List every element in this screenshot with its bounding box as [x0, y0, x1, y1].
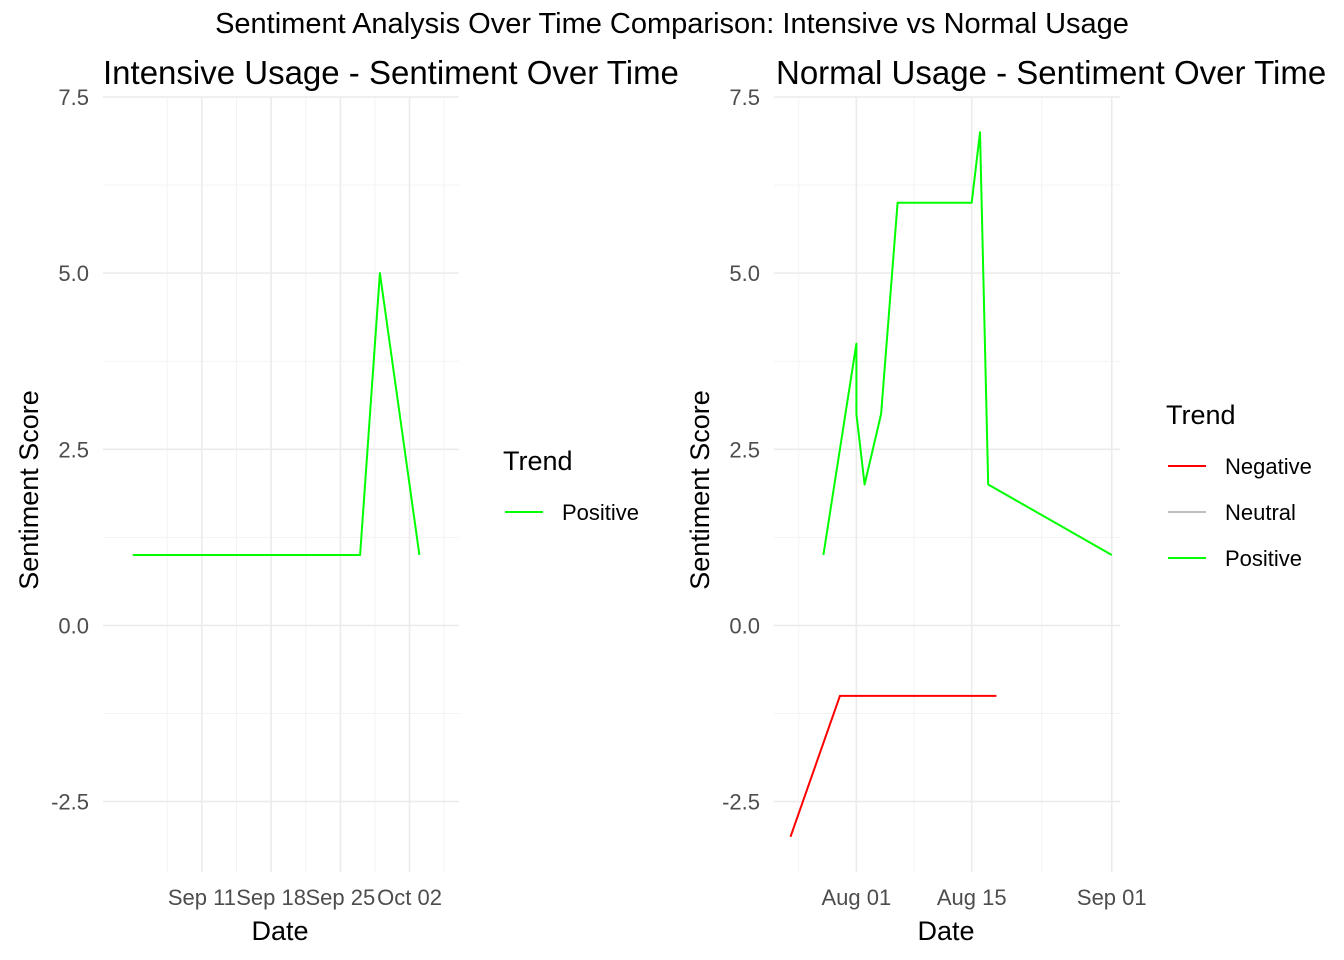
- figure-suptitle: Sentiment Analysis Over Time Comparison:…: [215, 8, 1129, 40]
- legend-label-positive: Positive: [562, 500, 639, 525]
- x-tick-label: Sep 11: [168, 885, 236, 910]
- x-tick-label: Sep 18: [236, 885, 306, 910]
- major-grid: [103, 96, 459, 872]
- y-tick-label: 7.5: [729, 85, 760, 110]
- y-tick-label: 5.0: [729, 261, 760, 286]
- legend: Trend Negative Neutral Positive: [1166, 400, 1312, 571]
- y-tick-label: 7.5: [58, 85, 89, 110]
- series-layer: [132, 272, 421, 556]
- y-tick-label: 2.5: [58, 437, 89, 462]
- x-axis-label: Date: [917, 916, 974, 946]
- panel-intensive: Intensive Usage - Sentiment Over Time -2…: [14, 54, 679, 946]
- x-tick-label: Sep 01: [1077, 885, 1147, 910]
- legend-title: Trend: [1166, 400, 1236, 430]
- legend-label-negative: Negative: [1225, 454, 1312, 479]
- y-axis-label: Sentiment Score: [14, 390, 44, 590]
- minor-grid: [774, 97, 1120, 872]
- x-tick-label: Aug 15: [937, 885, 1007, 910]
- y-tick-label: 0.0: [58, 613, 89, 638]
- x-tick-labels: Aug 01 Aug 15 Sep 01: [822, 885, 1147, 910]
- x-tick-label: Oct 02: [377, 885, 442, 910]
- legend-items: Positive: [505, 500, 639, 525]
- series-line-positive: [132, 272, 421, 556]
- x-axis-label: Date: [251, 916, 308, 946]
- y-tick-label: -2.5: [722, 790, 760, 815]
- series-line-negative: [789, 694, 997, 838]
- minor-grid: [103, 97, 459, 872]
- y-tick-labels: -2.5 0.0 2.5 5.0 7.5: [51, 85, 89, 815]
- y-tick-labels: -2.5 0.0 2.5 5.0 7.5: [722, 85, 760, 815]
- y-tick-label: 2.5: [729, 437, 760, 462]
- legend-items: Negative Neutral Positive: [1168, 454, 1312, 571]
- panel-title: Intensive Usage - Sentiment Over Time: [103, 54, 679, 91]
- panel-title: Normal Usage - Sentiment Over Time: [776, 54, 1326, 91]
- y-tick-label: 5.0: [58, 261, 89, 286]
- y-tick-label: 0.0: [729, 613, 760, 638]
- legend-label-neutral: Neutral: [1225, 500, 1296, 525]
- major-grid: [774, 96, 1120, 872]
- legend: Trend Positive: [503, 446, 639, 525]
- panel-normal: Normal Usage - Sentiment Over Time -2.5 0…: [685, 54, 1326, 946]
- legend-title: Trend: [503, 446, 573, 476]
- legend-label-positive: Positive: [1225, 546, 1302, 571]
- y-axis-label: Sentiment Score: [685, 390, 715, 590]
- x-tick-labels: Sep 11 Sep 18 Sep 25 Oct 02: [168, 885, 442, 910]
- series-line-positive: [822, 131, 1113, 556]
- y-tick-label: -2.5: [51, 790, 89, 815]
- x-tick-label: Sep 25: [305, 885, 375, 910]
- series-layer: [789, 131, 1113, 838]
- x-tick-label: Aug 01: [822, 885, 892, 910]
